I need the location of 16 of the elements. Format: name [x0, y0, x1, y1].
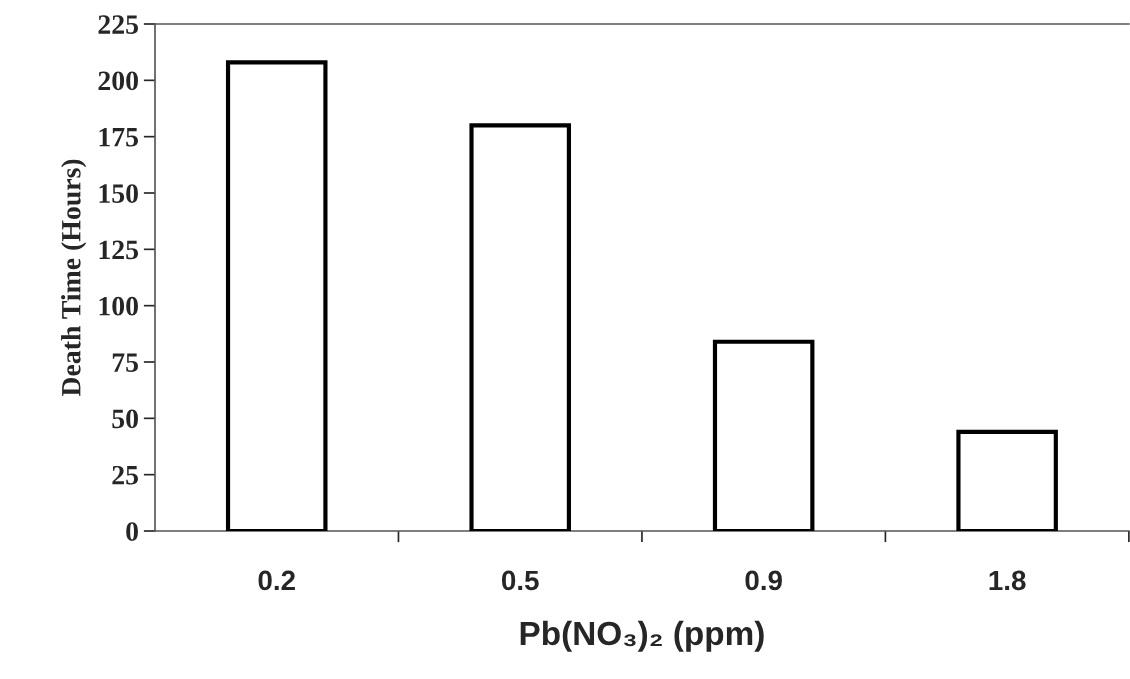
x-tick-label: 0.2 — [258, 570, 295, 591]
y-tick-label: 25 — [112, 465, 139, 485]
y-tick-label: 200 — [98, 71, 138, 91]
x-tick-label: 1.8 — [989, 570, 1026, 591]
y-tick-label: 100 — [99, 296, 138, 316]
y-tick-label: 225 — [98, 15, 139, 34]
y-tick-label: 0 — [126, 522, 138, 541]
y-tick-label: 175 — [99, 127, 139, 147]
x-tick-label: 0.5 — [501, 570, 539, 591]
x-axis-title: Pb(NO₃)₂ (ppm) — [520, 620, 764, 652]
x-tick-label: 0.9 — [745, 570, 782, 591]
y-tick-label: 150 — [99, 184, 138, 203]
y-tick-label: 125 — [99, 240, 139, 260]
y-axis-title: Death Time (Hours) — [61, 159, 87, 397]
y-tick-label: 50 — [112, 409, 138, 429]
y-tick-label: 75 — [112, 353, 139, 372]
